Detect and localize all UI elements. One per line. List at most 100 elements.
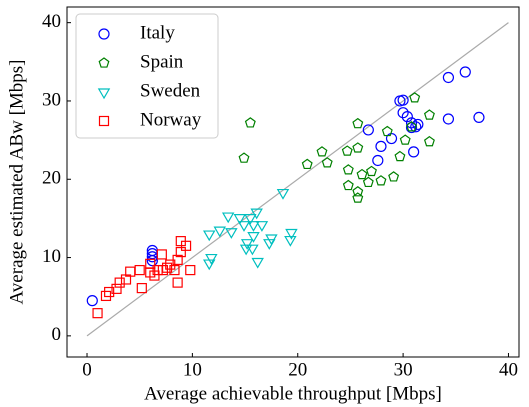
point xyxy=(406,121,417,132)
legend-marker xyxy=(98,57,110,68)
point xyxy=(149,270,160,281)
point xyxy=(397,94,409,106)
point xyxy=(423,135,435,147)
point xyxy=(356,168,368,180)
point xyxy=(442,113,455,125)
point xyxy=(203,259,216,271)
x-tick-label: 20 xyxy=(288,359,307,380)
legend-box xyxy=(75,13,219,139)
point xyxy=(250,208,263,220)
legend-label: Italy xyxy=(140,22,175,43)
point xyxy=(394,150,406,162)
point xyxy=(375,175,387,186)
point xyxy=(342,179,354,191)
x-tick-label: 40 xyxy=(499,359,518,380)
legend-marker xyxy=(98,115,110,127)
point xyxy=(172,254,183,266)
plot-frame xyxy=(66,6,520,358)
point xyxy=(388,171,400,182)
point xyxy=(146,255,158,267)
point xyxy=(111,283,122,294)
point xyxy=(233,214,247,225)
legend-marker xyxy=(97,88,111,100)
point xyxy=(239,244,253,256)
x-tick-label: 30 xyxy=(394,359,413,380)
point xyxy=(352,142,364,153)
point xyxy=(172,277,183,288)
point xyxy=(316,146,328,157)
point xyxy=(237,221,251,232)
point xyxy=(246,244,259,256)
legend-label: Sweden xyxy=(140,80,201,101)
point xyxy=(169,264,180,276)
y-tick-label: 20 xyxy=(42,168,61,189)
point xyxy=(352,117,364,129)
point xyxy=(405,117,418,129)
point xyxy=(362,176,374,188)
point xyxy=(247,232,260,243)
x-tick-label: 0 xyxy=(82,359,92,380)
point xyxy=(459,66,471,78)
y-tick-label: 40 xyxy=(42,11,61,32)
point xyxy=(134,264,145,276)
point xyxy=(401,111,413,123)
point xyxy=(410,121,422,133)
point xyxy=(114,277,125,288)
point xyxy=(366,165,377,177)
point xyxy=(240,239,254,250)
point xyxy=(375,140,387,152)
point xyxy=(409,92,421,103)
point xyxy=(423,109,435,120)
point xyxy=(244,214,257,225)
point xyxy=(213,226,227,238)
point xyxy=(203,230,216,242)
y-tick-label: 10 xyxy=(42,246,61,267)
point xyxy=(255,221,269,232)
y-tick-label: 30 xyxy=(42,89,61,110)
y-tick-label: 0 xyxy=(52,324,62,345)
diagonal-line xyxy=(86,22,509,337)
y-axis-label: Average estimated ABw [Mbps] xyxy=(6,59,27,304)
point xyxy=(399,134,411,145)
point xyxy=(405,121,418,134)
point xyxy=(225,228,238,239)
point xyxy=(263,239,276,250)
point xyxy=(251,257,264,269)
point xyxy=(86,295,98,307)
point xyxy=(136,282,147,294)
point xyxy=(92,308,103,319)
point xyxy=(100,290,112,302)
point xyxy=(321,157,333,168)
point xyxy=(284,235,297,247)
point xyxy=(412,118,424,131)
point xyxy=(285,228,298,240)
point xyxy=(342,164,354,175)
point xyxy=(205,253,218,265)
legend-label: Spain xyxy=(140,51,184,72)
point xyxy=(372,154,384,167)
point xyxy=(247,221,260,232)
point xyxy=(352,192,364,203)
point xyxy=(352,186,364,197)
point xyxy=(473,111,485,124)
legend-marker xyxy=(98,28,110,40)
point xyxy=(276,188,290,200)
point xyxy=(442,71,455,84)
point xyxy=(381,125,393,137)
point xyxy=(238,152,250,163)
point xyxy=(161,262,173,273)
x-axis-label: Average achievable throughput [Mbps] xyxy=(144,383,442,404)
point xyxy=(175,246,186,258)
point xyxy=(244,117,256,128)
legend-label: Norway xyxy=(140,109,202,130)
point xyxy=(156,249,167,260)
point xyxy=(341,145,353,156)
point xyxy=(180,240,192,251)
point xyxy=(221,212,235,224)
point xyxy=(362,124,374,136)
point xyxy=(185,264,196,276)
point xyxy=(408,146,420,158)
point xyxy=(397,107,409,119)
point xyxy=(301,158,313,170)
